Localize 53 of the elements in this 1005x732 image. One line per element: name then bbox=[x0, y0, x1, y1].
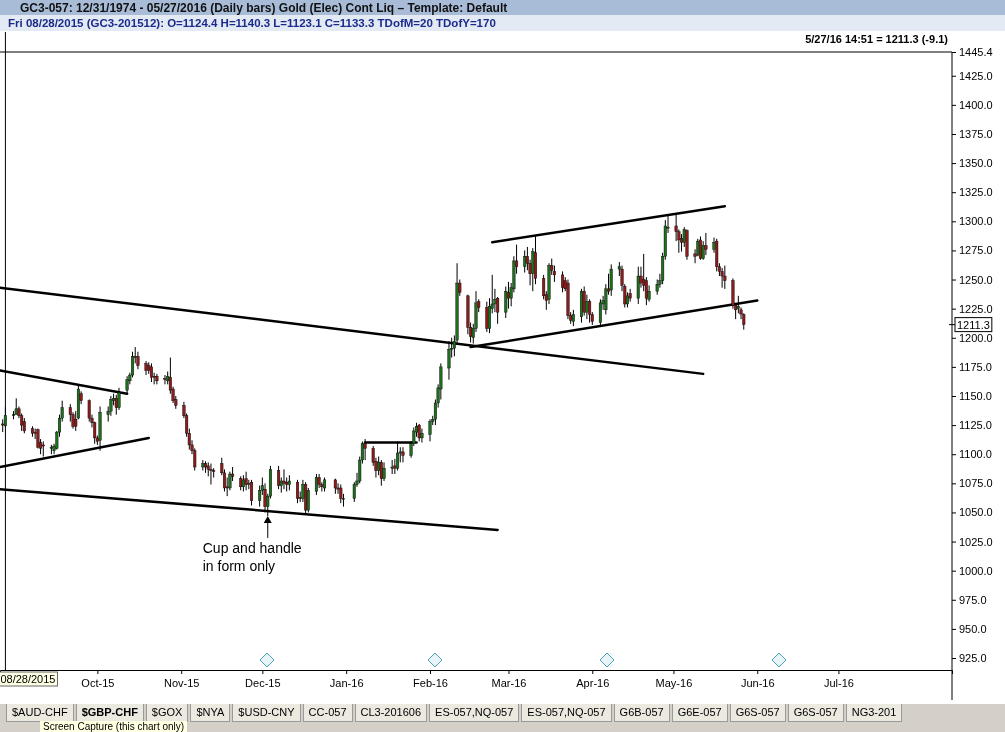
category-label: NG3-201 bbox=[845, 704, 903, 722]
category-label: $GBP-CHF bbox=[75, 704, 144, 722]
text: Screen Capture (this chart only) bbox=[40, 721, 188, 732]
y-tick-label: 1025.0 bbox=[959, 535, 993, 548]
y-tick-label: 1225.0 bbox=[959, 302, 993, 315]
category-label: CL3-201606 bbox=[354, 704, 428, 722]
y-tick-label: 1000.0 bbox=[959, 564, 993, 577]
category-label: ES-057,NQ-057 bbox=[521, 704, 612, 722]
y-tick-label: 1275.0 bbox=[959, 244, 993, 257]
category-label: $NYA bbox=[190, 704, 231, 722]
y-tick-label: 1375.0 bbox=[959, 128, 993, 140]
x-tick-label: May-16 bbox=[655, 676, 693, 689]
category-label: $USD-CNY bbox=[232, 704, 301, 722]
y-tick-label: 1325.0 bbox=[959, 186, 993, 199]
x-tick-label: Jul-16 bbox=[823, 676, 854, 689]
x-tick-label: Jan-16 bbox=[329, 676, 364, 689]
y-tick-label: 1125.0 bbox=[959, 419, 992, 432]
category-label: $GOX bbox=[145, 704, 189, 722]
y-tick-label: 1050.0 bbox=[959, 506, 993, 519]
y-tick-label: 925.0 bbox=[959, 652, 987, 665]
y-tick-label: 1400.0 bbox=[959, 98, 993, 111]
x-tick-label: Apr-16 bbox=[576, 676, 610, 689]
category-label: $AUD-CHF bbox=[6, 704, 74, 722]
category-label: G6S-057 bbox=[729, 704, 786, 722]
category-label: G6E-057 bbox=[671, 704, 728, 722]
x-tick-label: Dec-15 bbox=[245, 676, 281, 689]
y-tick-label: 950.0 bbox=[959, 622, 987, 635]
ref-line-label: 08/28/2015 bbox=[0, 673, 56, 685]
ref-line-label: 1211.3 bbox=[957, 318, 990, 331]
chart-subtitle: Fri 08/28/2015 (GC3-201512): O=1124.4 H=1140.3 L=1123.1 C=1133.3 TDofM=20 TDofY=170 bbox=[8, 17, 496, 29]
x-tick-label: Feb-16 bbox=[413, 676, 448, 689]
category-label: G6B-057 bbox=[613, 704, 670, 722]
chart-title: GC3-057: 12/31/1974 - 05/27/2016 (Daily bars) Gold (Elec) Cont Liq – Template: Default bbox=[20, 1, 508, 15]
category-label: G6S-057 bbox=[787, 704, 844, 722]
y-tick-label: 1175.0 bbox=[959, 360, 992, 373]
x-tick-label: Nov-15 bbox=[163, 676, 200, 689]
text: 5/27/16 14:51 = 1211.3 (-9.1) bbox=[805, 33, 949, 45]
y-tick-label: 1200.0 bbox=[959, 331, 993, 344]
y-tick-label: 1150.0 bbox=[959, 390, 992, 403]
y-tick-label: 975.0 bbox=[959, 593, 987, 606]
x-tick-label: Oct-15 bbox=[81, 676, 115, 689]
y-tick-label: 1445.4 bbox=[959, 46, 993, 59]
y-tick-label: 1425.0 bbox=[959, 69, 993, 82]
y-tick-label: 1075.0 bbox=[959, 477, 993, 490]
x-tick-label: Mar-16 bbox=[491, 676, 527, 689]
category-label: ES-057,NQ-057 bbox=[429, 704, 520, 722]
y-tick-label: 1300.0 bbox=[959, 215, 993, 228]
x-tick-label: Jun-16 bbox=[740, 676, 775, 689]
annotation: Cup and handle in form only bbox=[202, 539, 302, 574]
y-tick-label: 1100.0 bbox=[959, 448, 992, 461]
category-label: CC-057 bbox=[302, 704, 353, 722]
y-tick-label: 1350.0 bbox=[959, 157, 993, 170]
y-tick-label: 1250.0 bbox=[959, 273, 993, 286]
